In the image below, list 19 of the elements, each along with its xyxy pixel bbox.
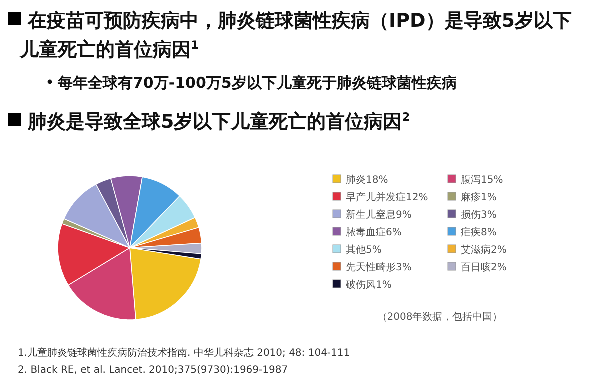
text: 2. Black RE, et al. Lancet. 2010;375(9730):1969-1987 <box>18 365 288 376</box>
chart-title: 在疫苗可预防疾病中，肺炎链球菌性疾病（IPD）是导致5岁以下儿童死亡的首位病因$^{1}$ <box>19 10 572 61</box>
text: 1.儿童肺炎链球菌性疾病防治技术指南. 中华儿科杂志 2010; 48: 104-111 <box>18 347 350 359</box>
legend-label: 腹泻15% <box>461 174 504 186</box>
legend-label: 新生儿窒息9% <box>346 209 412 221</box>
legend-label: 脓毒血症6% <box>346 226 402 238</box>
text: 肺炎是导致全球5岁以下儿童死亡的首位病因$^{2}$ <box>27 110 410 133</box>
text: （2008年数据，包括中国） <box>377 311 503 323</box>
legend-label: 先天性畸形3% <box>346 262 412 274</box>
legend-label: 早产儿并发症12% <box>346 192 428 204</box>
chart-subtitle: 每年全球有70万-100万5岁以下儿童死于肺炎链球菌性疾病 <box>57 74 457 92</box>
legend-label: 麻疹1% <box>461 192 497 204</box>
legend-label: 疟疾8% <box>461 226 497 238</box>
legend-label: 损伤3% <box>461 209 497 221</box>
legend-label: 破伤风1% <box>345 279 392 291</box>
legend-label: 艾滋病2% <box>461 244 507 256</box>
legend-label: 肺炎18% <box>346 174 388 186</box>
legend-label: 其他5% <box>346 244 382 256</box>
legend-label: 百日咳2% <box>461 262 507 274</box>
